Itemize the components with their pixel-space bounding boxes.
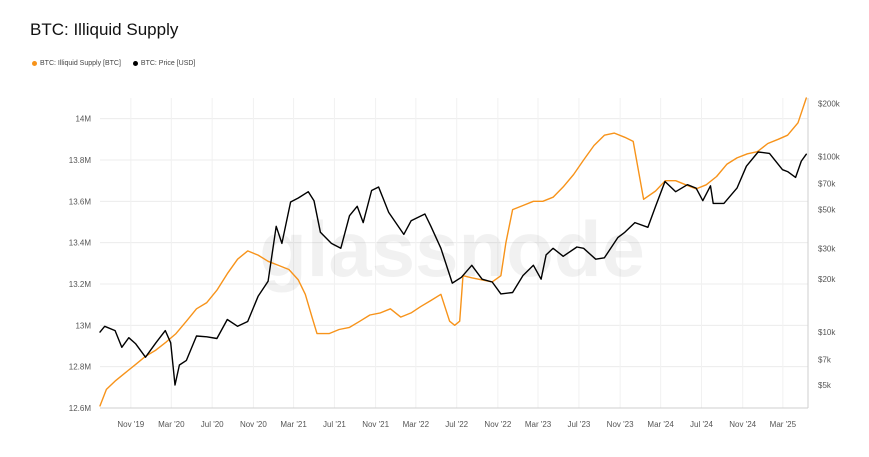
y-left-tick-label: 13.4M (69, 239, 92, 248)
y-right-tick-label: $20k (818, 275, 836, 284)
y-right-tick-label: $200k (818, 100, 841, 109)
y-left-tick-label: 12.8M (69, 363, 92, 372)
series-line-price (99, 151, 807, 386)
y-right-tick-label: $7k (818, 355, 832, 364)
legend-label-price: BTC: Price [USD] (140, 60, 196, 67)
y-left-tick-label: 12.6M (69, 404, 92, 413)
legend-item-price[interactable]: BTC: Price [USD] (132, 60, 196, 67)
y-right-tick-label: $50k (818, 205, 836, 214)
x-tick-label: Mar '22 (403, 420, 430, 429)
x-tick-label: Jul '22 (445, 420, 468, 429)
chart-legend: BTC: Illiquid Supply [BTC] BTC: Price [U… (32, 60, 195, 67)
x-tick-label: Mar '25 (770, 420, 797, 429)
y-left-tick-label: 13.8M (69, 156, 92, 165)
x-tick-label: Jul '20 (201, 420, 224, 429)
x-tick-label: Jul '23 (567, 420, 590, 429)
watermark: glassnode (259, 205, 645, 293)
legend-dot-price (132, 61, 138, 66)
y-right-tick-label: $100k (818, 152, 841, 161)
y-left-tick-label: 13.6M (69, 197, 92, 206)
x-tick-label: Mar '24 (647, 420, 674, 429)
x-tick-label: Nov '20 (240, 420, 267, 429)
page-title: BTC: Illiquid Supply (30, 20, 179, 39)
legend-item-illiquid-supply[interactable]: BTC: Illiquid Supply [BTC] (32, 60, 121, 67)
x-tick-label: Nov '19 (117, 420, 144, 429)
x-tick-label: Nov '21 (362, 420, 389, 429)
y-right-tick-label: $30k (818, 244, 836, 253)
x-tick-label: Jul '21 (323, 420, 346, 429)
legend-label-illiquid-supply: BTC: Illiquid Supply [BTC] (40, 60, 121, 67)
y-right-tick-label: $70k (818, 180, 836, 189)
y-left-tick-label: 13M (75, 321, 91, 330)
y-right-tick-label: $5k (818, 381, 832, 390)
x-tick-label: Nov '23 (607, 420, 634, 429)
y-left-tick-label: 13.2M (69, 280, 92, 289)
x-tick-label: Mar '21 (280, 420, 307, 429)
x-tick-label: Mar '23 (525, 420, 552, 429)
x-tick-label: Nov '24 (729, 420, 756, 429)
chart-grid (100, 98, 808, 409)
x-tick-label: Nov '22 (484, 420, 511, 429)
legend-dot-illiquid-supply (32, 61, 37, 66)
x-tick-label: Mar '20 (158, 420, 185, 429)
x-tick-label: Jul '24 (690, 420, 713, 429)
chart-axes: 12.6M 12.8M 13M 13.2M 13.4M 13.6M 13.8M 14M Nov … (69, 98, 841, 429)
chart-series (99, 97, 807, 407)
y-left-tick-label: 14M (75, 115, 91, 124)
series-line-illiquid-supply (99, 97, 807, 407)
y-right-tick-label: $10k (818, 328, 836, 337)
